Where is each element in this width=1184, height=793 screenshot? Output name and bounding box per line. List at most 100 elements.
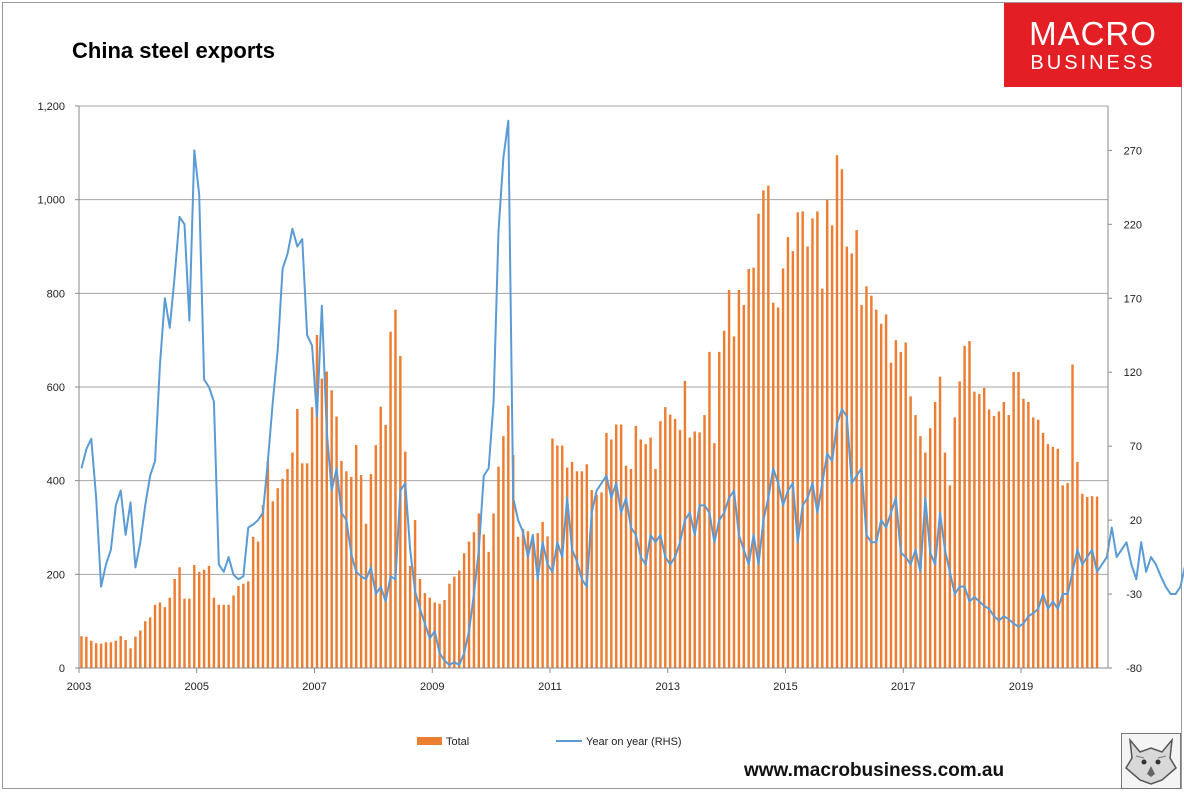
bar <box>963 345 966 668</box>
bar <box>668 414 672 668</box>
bar <box>232 595 235 668</box>
bar <box>335 416 338 668</box>
bar <box>281 478 284 668</box>
bar <box>482 534 485 668</box>
bar <box>80 636 83 668</box>
bar <box>634 425 638 668</box>
bar <box>85 636 88 668</box>
bar <box>168 597 171 668</box>
bar <box>178 567 181 668</box>
bar <box>909 396 912 668</box>
tick-label: 600 <box>47 382 65 394</box>
right-axis-ticks: -80 -30 20 70 120 170 220 270 <box>1108 145 1142 675</box>
bar <box>958 381 961 668</box>
bar <box>713 443 716 668</box>
bar <box>752 267 755 668</box>
chart-title: China steel exports <box>72 38 275 63</box>
bar <box>153 604 157 668</box>
tick-label: 270 <box>1124 145 1142 157</box>
bar <box>1017 372 1020 668</box>
bar <box>497 466 500 668</box>
bar <box>1056 448 1060 668</box>
bar <box>551 438 554 668</box>
bar <box>845 246 849 668</box>
chart-legend: Total Year on year (RHS) <box>417 736 682 748</box>
bar <box>1086 497 1089 668</box>
legend-swatch-total <box>417 737 442 745</box>
bar <box>404 451 407 668</box>
bar <box>487 551 490 668</box>
bar <box>526 531 530 668</box>
bar <box>595 494 598 668</box>
tick-label: 2005 <box>185 681 209 693</box>
bar <box>511 454 515 668</box>
bar <box>737 290 741 668</box>
bar <box>462 553 466 668</box>
bar <box>703 415 706 668</box>
bar <box>507 405 510 668</box>
bar <box>379 406 382 668</box>
bar <box>247 581 250 668</box>
bar <box>590 490 593 668</box>
bar <box>968 341 971 668</box>
bar <box>389 331 392 668</box>
bar <box>129 648 132 668</box>
bar <box>477 513 481 668</box>
tick-label: -30 <box>1126 589 1142 601</box>
bar <box>978 394 981 668</box>
bar <box>1066 483 1069 668</box>
bar <box>148 617 152 668</box>
tick-label: 2013 <box>656 681 680 693</box>
bar <box>1022 398 1025 668</box>
bar <box>747 268 750 668</box>
gridlines <box>79 105 1108 575</box>
bar <box>610 439 613 668</box>
bar <box>134 636 137 668</box>
bar <box>1007 415 1010 668</box>
bar <box>1095 496 1099 668</box>
bar <box>933 401 937 668</box>
bar <box>835 155 839 668</box>
bar <box>801 211 804 669</box>
bar <box>570 461 574 668</box>
bar <box>1036 419 1040 668</box>
bar-series-total <box>80 155 1099 669</box>
bar <box>330 390 333 668</box>
bar <box>1071 364 1074 668</box>
bar <box>992 416 996 668</box>
tick-label: 2007 <box>302 681 326 693</box>
bar <box>217 604 221 668</box>
bar <box>423 593 427 668</box>
bar <box>119 636 122 668</box>
bar <box>531 535 535 668</box>
bar <box>458 570 461 668</box>
bar <box>904 342 907 668</box>
series-line <box>80 119 1184 667</box>
bar <box>394 309 397 668</box>
bar <box>345 471 348 668</box>
bar <box>242 583 245 668</box>
bar <box>575 471 579 668</box>
bar <box>879 323 883 668</box>
tick-label: 200 <box>47 569 65 581</box>
bar <box>90 640 93 668</box>
bar <box>649 437 652 668</box>
bar <box>158 602 162 668</box>
bar <box>791 251 795 668</box>
tick-label: 2003 <box>67 681 91 693</box>
line-series-yoy <box>80 119 1184 667</box>
bar <box>418 579 422 668</box>
bar <box>271 501 275 668</box>
bar <box>448 583 451 668</box>
bar <box>109 642 113 668</box>
bar <box>492 513 495 668</box>
bar <box>443 600 446 668</box>
tick-label: 20 <box>1130 515 1142 527</box>
tick-label: 1,000 <box>37 195 65 207</box>
bar <box>286 468 289 668</box>
bar <box>850 253 853 668</box>
bar <box>884 314 888 668</box>
bar <box>399 356 402 668</box>
bar <box>256 541 260 668</box>
bar <box>718 351 721 669</box>
